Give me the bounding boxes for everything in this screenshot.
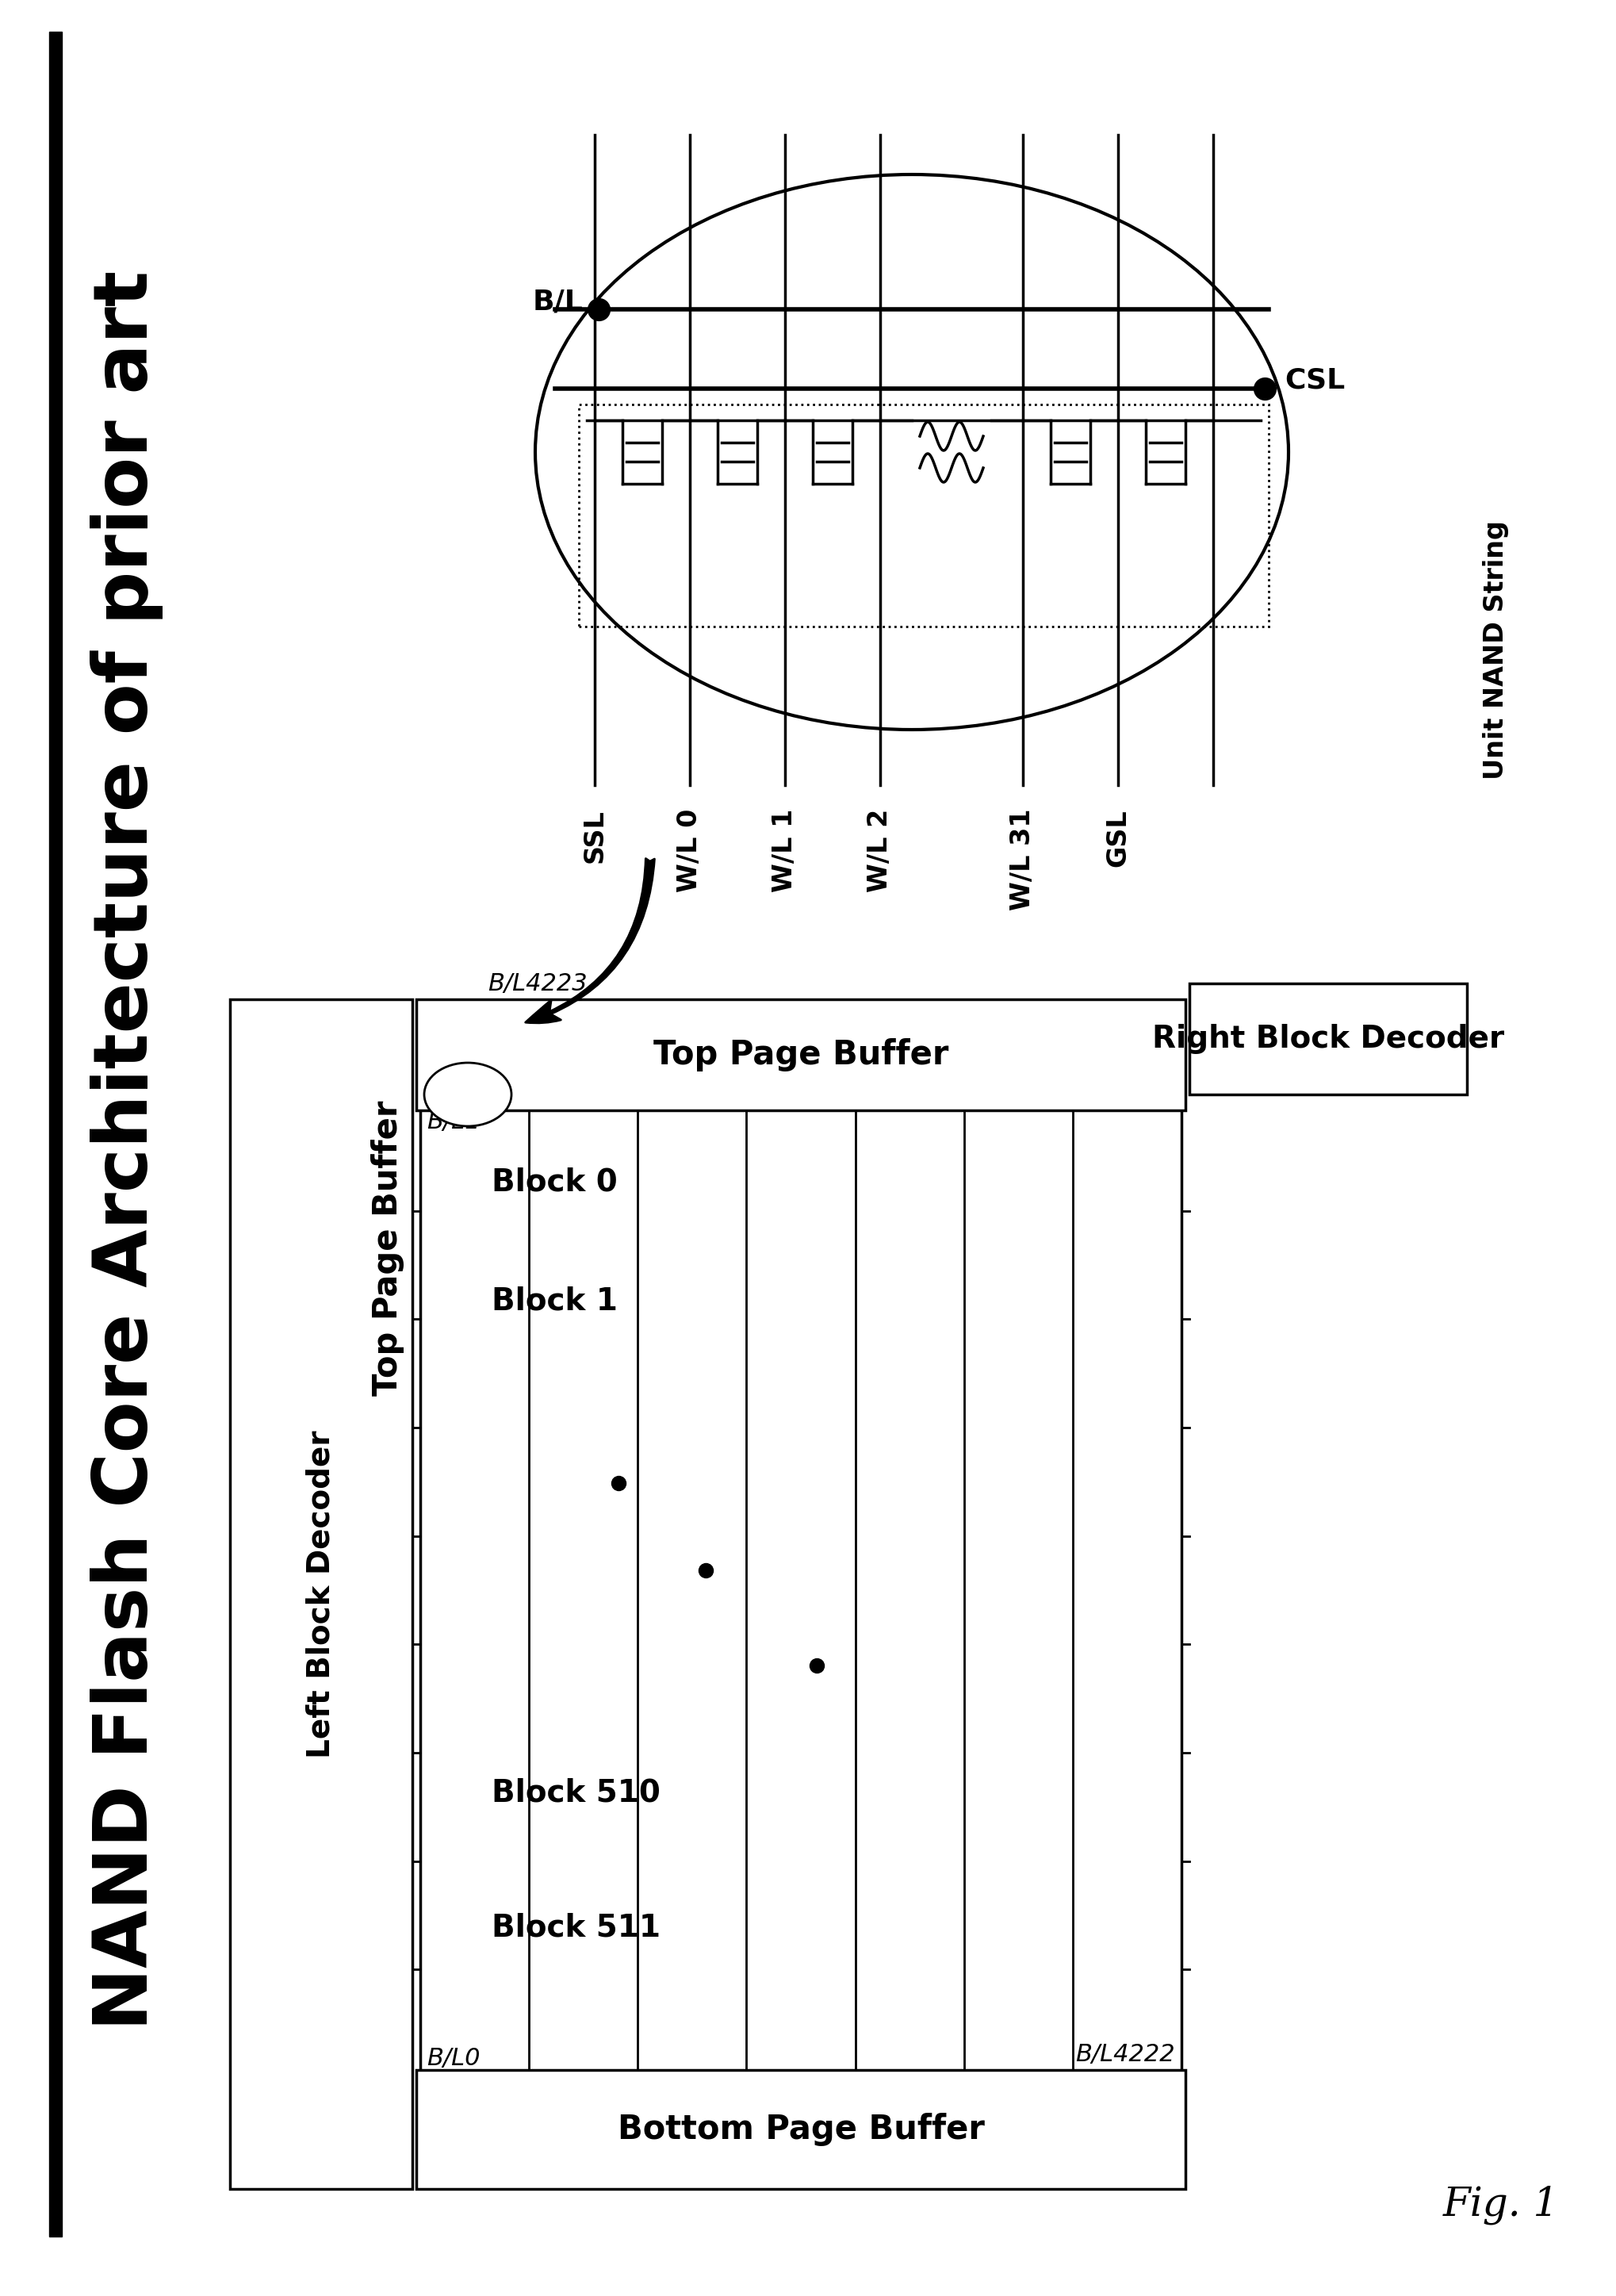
Bar [48, 32, 61, 2236]
Text: Block 1: Block 1 [491, 1286, 617, 1316]
Text: Top Page Buffer: Top Page Buffer [653, 1038, 949, 1072]
Text: B/L4223: B/L4223 [488, 971, 587, 996]
Text: Left Block Decoder: Left Block Decoder [305, 1430, 336, 1759]
Bar [1189, 983, 1467, 1095]
Text: Unit NAND String: Unit NAND String [1483, 521, 1509, 781]
Text: CSL: CSL [1285, 367, 1345, 395]
Text: NAND Flash Core Architecture of prior art: NAND Flash Core Architecture of prior ar… [90, 271, 163, 2030]
Bar [420, 1102, 1181, 2078]
Text: Block 0: Block 0 [491, 1166, 617, 1196]
Text: SSL: SSL [582, 808, 608, 863]
Bar [417, 2071, 1186, 2188]
Text: W/L 31: W/L 31 [1010, 808, 1036, 912]
Bar [417, 999, 1186, 1111]
Text: W/L 1: W/L 1 [772, 808, 798, 893]
Text: Right Block Decoder: Right Block Decoder [1152, 1024, 1504, 1054]
Text: GSL: GSL [1105, 808, 1131, 866]
Text: Fig. 1: Fig. 1 [1443, 2186, 1559, 2225]
Text: Block 511: Block 511 [491, 1913, 661, 1942]
Text: Bottom Page Buffer: Bottom Page Buffer [617, 2112, 984, 2147]
Text: W/L 2: W/L 2 [868, 808, 894, 893]
Text: W/L 0: W/L 0 [677, 808, 703, 893]
Text: B/L: B/L [532, 287, 583, 315]
Bar [579, 404, 1269, 627]
Ellipse shape [535, 174, 1288, 730]
FancyArrowPatch shape [525, 859, 654, 1024]
Text: B/L4222: B/L4222 [1076, 2043, 1175, 2066]
Bar [229, 999, 412, 2188]
Text: Top Page Buffer: Top Page Buffer [372, 1100, 404, 1396]
Ellipse shape [425, 1063, 511, 1127]
Text: B/L0: B/L0 [427, 2048, 480, 2071]
Text: Block 510: Block 510 [491, 1777, 661, 1807]
Text: B/L1: B/L1 [427, 1111, 480, 1134]
